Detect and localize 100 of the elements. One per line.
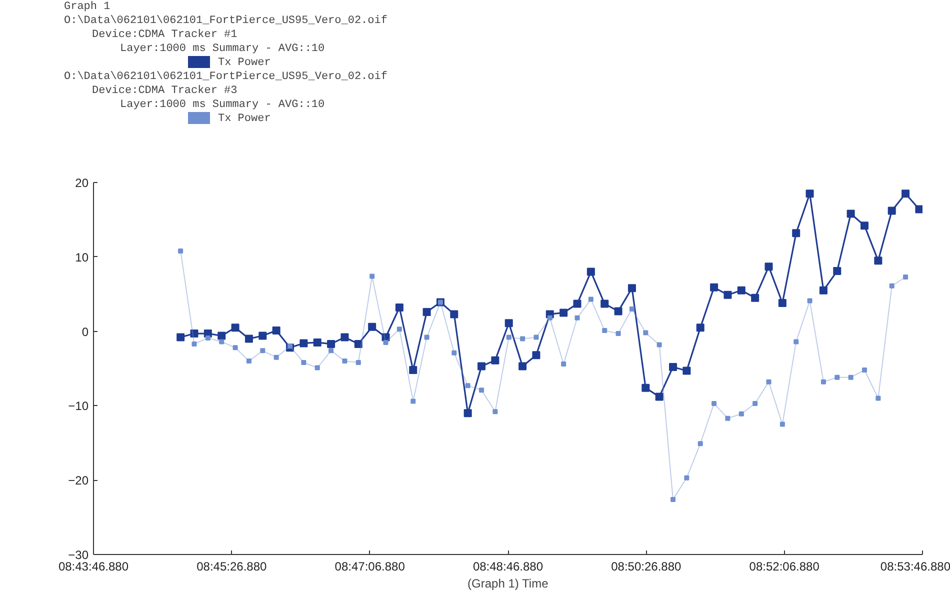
point [356,360,361,366]
point [560,308,568,317]
y-tick-label: −10 [68,399,89,414]
point [602,328,608,334]
point [244,334,253,343]
point [862,367,867,372]
x-tick-label: 08:53:46.880 [880,560,950,574]
point [370,274,375,279]
point [903,274,908,280]
point [520,336,526,342]
point [834,374,840,380]
point [600,300,609,308]
point [698,441,703,446]
point [888,206,896,215]
point [738,411,744,416]
point [274,354,279,360]
point [669,363,677,372]
point [301,360,306,366]
point [491,356,500,364]
point [848,374,854,380]
text: Device:CDMA Tracker #3 [91,84,238,98]
point [424,334,430,340]
point [766,379,772,384]
point [819,286,828,294]
point [684,475,690,480]
point [328,348,334,354]
point [833,267,842,276]
point [190,330,198,338]
point [465,383,470,388]
point [395,303,404,312]
chart-title: Graph 1 [64,0,112,14]
x-tick-label: 08:47:06.880 [334,560,406,574]
point [450,310,458,318]
point [820,379,826,384]
point [725,416,730,421]
point [314,365,320,370]
point [902,190,910,198]
point [737,286,746,294]
x-axis-title: (Graph 1) Time [468,576,549,590]
point [479,388,484,393]
point [272,326,280,335]
x-tick-label: 08:48:46.880 [472,560,544,574]
point [478,362,486,370]
point [792,229,800,238]
point [409,366,418,374]
point [340,333,349,342]
point [232,345,238,350]
point [288,344,292,349]
point [588,296,594,302]
x-tick-label: 08:45:26.880 [196,560,268,574]
point [643,330,648,336]
point [778,299,786,308]
point [547,315,552,320]
point [192,341,197,346]
point [586,268,595,276]
point [178,248,184,254]
point [422,308,431,316]
text: Layer:1000 ms Summary - AVG::10 [119,98,326,112]
point [876,396,881,401]
point [780,422,785,427]
point [629,306,634,312]
point [724,290,732,299]
y-tick-label: 20 [75,176,89,190]
point [410,398,416,404]
point [616,331,621,336]
point [752,400,758,406]
y-tick-label: 0 [82,324,89,339]
text: O:\Data\062101\062101_FortPierce_US95_Vero_02.oif [64,14,388,28]
point [656,342,662,348]
point [504,319,513,328]
point [368,322,376,331]
point [219,339,224,344]
text: Layer:1000 ms Summary - AVG::10 [119,42,326,56]
point [682,366,691,375]
point [751,294,760,302]
point [860,222,868,230]
point [258,332,267,340]
point [532,351,540,360]
point [874,256,882,265]
point [300,339,308,348]
point [655,392,664,401]
point [534,334,539,340]
point [464,409,472,418]
point [574,315,580,320]
point [354,340,362,348]
point [205,335,210,340]
y-tick-label: −20 [68,474,89,488]
point [696,324,704,332]
point [260,348,266,354]
point [806,190,814,198]
x-tick-label: 08:52:06.880 [749,560,820,574]
point [518,362,527,370]
point [807,298,812,304]
point [794,339,799,344]
point [396,326,402,332]
point [313,338,322,346]
point [670,496,676,502]
point [176,333,185,342]
text: O:\Data\062101\062101_FortPierce_US95_Vero_02.oif [64,70,388,84]
point [712,400,717,406]
